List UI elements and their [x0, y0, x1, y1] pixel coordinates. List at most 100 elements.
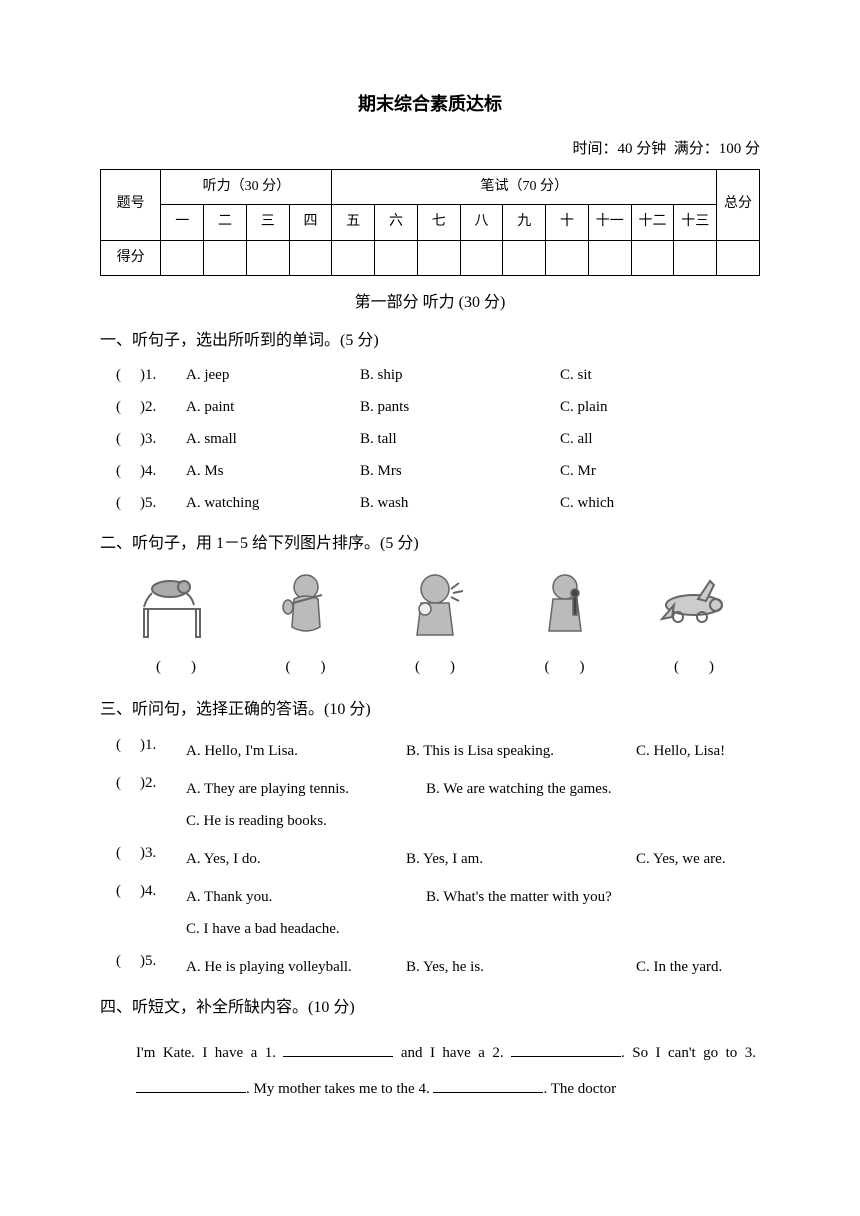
option-a: A. Thank you.	[186, 885, 426, 909]
score-cell[interactable]	[717, 240, 760, 275]
boy-cough-icon	[395, 569, 475, 641]
meta-line: 时间：40 分钟 满分：100 分	[100, 137, 760, 161]
score-cell[interactable]	[375, 240, 418, 275]
q-number: )5.	[140, 491, 186, 515]
option-a: A. Ms	[186, 459, 360, 483]
option-a: A. watching	[186, 491, 360, 515]
option-b: B. Yes, he is.	[406, 955, 636, 979]
listening-header: 听力（30 分）	[161, 169, 332, 204]
question-row: ()5.A. watchingB. washC. which	[100, 487, 760, 519]
q-number: )1.	[140, 363, 186, 387]
answer-blank[interactable]: (	[116, 459, 140, 483]
option-c: C. sit	[560, 363, 760, 387]
option-a: A. Yes, I do.	[186, 847, 406, 871]
picture-item: ( )	[130, 569, 222, 680]
option-c-line: C. He is reading books.	[100, 805, 760, 837]
col-num: 六	[375, 205, 418, 240]
score-cell[interactable]	[289, 240, 332, 275]
picture-item: ( )	[389, 569, 481, 680]
picture-blank[interactable]: ( )	[648, 655, 740, 679]
score-cell[interactable]	[161, 240, 204, 275]
blank-field[interactable]	[283, 1042, 393, 1057]
question-row: ()3.A. smallB. tallC. all	[100, 423, 760, 455]
score-cell[interactable]	[204, 240, 247, 275]
blank-field[interactable]	[136, 1078, 246, 1093]
time-value: 40 分钟	[617, 141, 666, 157]
score-cell[interactable]	[503, 240, 546, 275]
score-cell[interactable]	[546, 240, 589, 275]
full-value: 100 分	[719, 141, 760, 157]
score-cell[interactable]	[246, 240, 289, 275]
option-b: B. ship	[360, 363, 560, 387]
option-b: B. What's the matter with you?	[426, 885, 760, 909]
option-c: C. plain	[560, 395, 760, 419]
options-line: A. He is playing volleyball.B. Yes, he i…	[100, 951, 760, 983]
answer-blank[interactable]: (	[116, 949, 140, 973]
q-number: )3.	[140, 427, 186, 451]
score-cell[interactable]	[332, 240, 375, 275]
para-text: . So I can't go to 3.	[621, 1045, 756, 1061]
option-b: B. Yes, I am.	[406, 847, 636, 871]
written-header: 笔试（70 分）	[332, 169, 717, 204]
section2-heading: 二、听句子，用 1－5 给下列图片排序。(5 分)	[100, 531, 760, 557]
col-num: 四	[289, 205, 332, 240]
col-num: 十一	[588, 205, 631, 240]
option-a: A. jeep	[186, 363, 360, 387]
option-c: C. which	[560, 491, 760, 515]
answer-blank[interactable]: (	[116, 879, 140, 903]
para-text: and I have a 2.	[393, 1045, 511, 1061]
part1-heading: 第一部分 听力 (30 分)	[100, 290, 760, 316]
col-num: 五	[332, 205, 375, 240]
para-text: . The doctor	[543, 1081, 616, 1097]
table-score-label: 得分	[101, 240, 161, 275]
blank-field[interactable]	[511, 1042, 621, 1057]
q-number: )4.	[140, 879, 186, 903]
picture-blank[interactable]: ( )	[260, 655, 352, 679]
score-cell[interactable]	[631, 240, 674, 275]
question-row: ()4.A. MsB. MrsC. Mr	[100, 455, 760, 487]
picture-blank[interactable]: ( )	[389, 655, 481, 679]
option-a: A. They are playing tennis.	[186, 777, 426, 801]
option-a: A. He is playing volleyball.	[186, 955, 406, 979]
total-header: 总分	[717, 169, 760, 240]
col-num: 九	[503, 205, 546, 240]
options-line: A. Thank you.B. What's the matter with y…	[100, 881, 760, 913]
section4-heading: 四、听短文，补全所缺内容。(10 分)	[100, 995, 760, 1021]
score-cell[interactable]	[460, 240, 503, 275]
option-b: B. wash	[360, 491, 560, 515]
blank-field[interactable]	[433, 1078, 543, 1093]
answer-blank[interactable]: (	[116, 395, 140, 419]
option-a: A. Hello, I'm Lisa.	[186, 739, 406, 763]
col-num: 十三	[674, 205, 717, 240]
q-number: )2.	[140, 395, 186, 419]
para-text: . My mother takes me to the 4.	[246, 1081, 433, 1097]
answer-blank[interactable]: (	[116, 427, 140, 451]
answer-blank[interactable]: (	[116, 363, 140, 387]
score-cell[interactable]	[674, 240, 717, 275]
q-number: )3.	[140, 841, 186, 865]
score-cell[interactable]	[588, 240, 631, 275]
score-cell[interactable]	[417, 240, 460, 275]
picture-blank[interactable]: ( )	[130, 655, 222, 679]
fill-paragraph: I'm Kate. I have a 1. and I have a 2. . …	[100, 1027, 760, 1111]
girl-sing-icon	[525, 569, 605, 641]
question-row: ()1.A. jeepB. shipC. sit	[100, 359, 760, 391]
girl-violin-icon	[266, 569, 346, 641]
option-b: B. pants	[360, 395, 560, 419]
col-num: 十	[546, 205, 589, 240]
answer-blank[interactable]: (	[116, 841, 140, 865]
answer-blank[interactable]: (	[116, 733, 140, 757]
cat-highjump-icon	[136, 569, 216, 641]
picture-item: ( )	[519, 569, 611, 680]
picture-blank[interactable]: ( )	[519, 655, 611, 679]
q-number: )2.	[140, 771, 186, 795]
question-row: ()2.A. paintB. pantsC. plain	[100, 391, 760, 423]
answer-blank[interactable]: (	[116, 491, 140, 515]
option-b: B. Mrs	[360, 459, 560, 483]
option-c: C. Mr	[560, 459, 760, 483]
picture-item: ( )	[648, 569, 740, 680]
option-c: C. Yes, we are.	[636, 847, 760, 871]
answer-blank[interactable]: (	[116, 771, 140, 795]
col-num: 七	[417, 205, 460, 240]
col-num: 一	[161, 205, 204, 240]
